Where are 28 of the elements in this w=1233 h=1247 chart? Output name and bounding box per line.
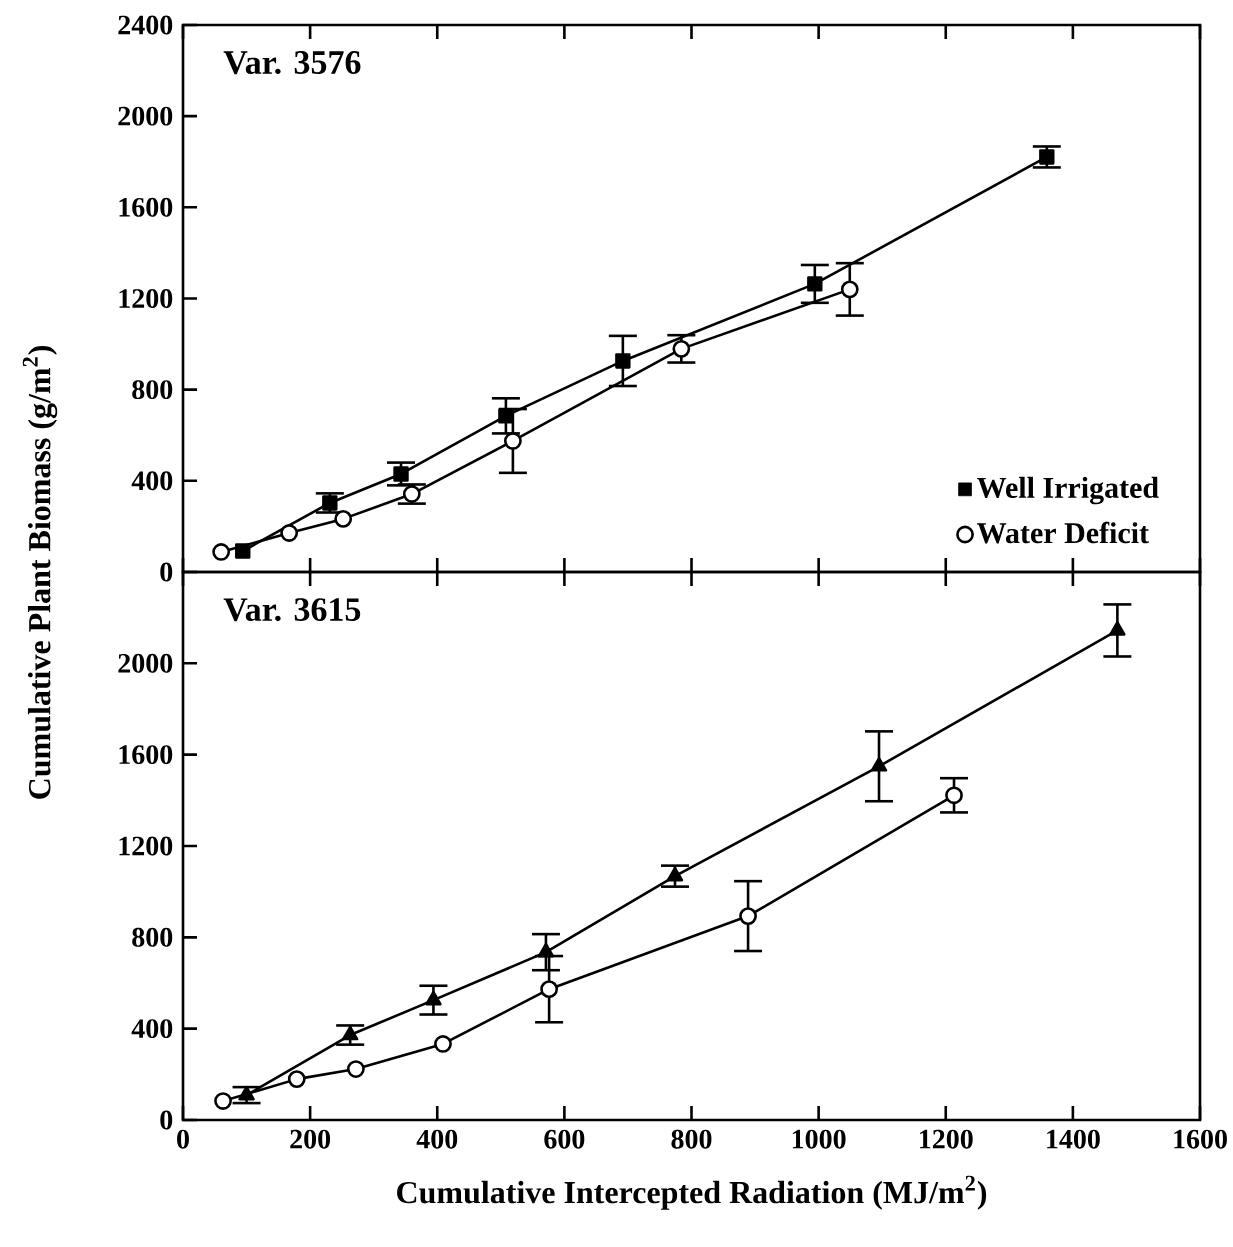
x-tick-label: 600 — [544, 1129, 585, 1149]
text: Var. 3576 — [223, 51, 361, 75]
y-tick-label: 1600 — [119, 197, 173, 217]
y-axis-title: Cumulative Plant Biomass (g/m$^{2}$) — [22, 346, 58, 799]
y-tick-label: 0 — [160, 562, 173, 582]
y-tick-label: 2000 — [118, 106, 173, 126]
x-tick-label: 1000 — [792, 1129, 846, 1149]
y-tick-label: 1600 — [119, 745, 173, 765]
y-tick-label: 400 — [131, 1019, 173, 1039]
x-tick-label: 1200 — [920, 1129, 973, 1149]
y-tick-label: 800 — [132, 380, 173, 400]
y-tick-label: 1200 — [119, 289, 173, 308]
y-tick-label: 400 — [131, 471, 173, 491]
x-tick-label: 800 — [671, 1129, 712, 1149]
x-tick-label: 200 — [290, 1129, 331, 1149]
x-tick-label: 1600 — [1174, 1129, 1227, 1149]
y-tick-label: 2400 — [118, 15, 173, 35]
y-tick-label: 1200 — [119, 836, 173, 856]
legend-label: Water Deficit — [977, 521, 1149, 544]
x-tick-label: 400 — [416, 1129, 458, 1149]
x-tick-label: 0 — [177, 1129, 189, 1149]
x-axis-title: Cumulative Intercepted Radiation (MJ/m$^{2}$) — [397, 1175, 987, 1210]
text: Var. 3615 — [223, 598, 361, 622]
y-tick-label: 0 — [160, 1110, 173, 1130]
legend-label: Well Irrigated — [977, 476, 1159, 505]
y-tick-label: 800 — [132, 927, 173, 947]
y-tick-label: 2000 — [118, 653, 173, 673]
x-tick-label: 1400 — [1047, 1129, 1100, 1149]
